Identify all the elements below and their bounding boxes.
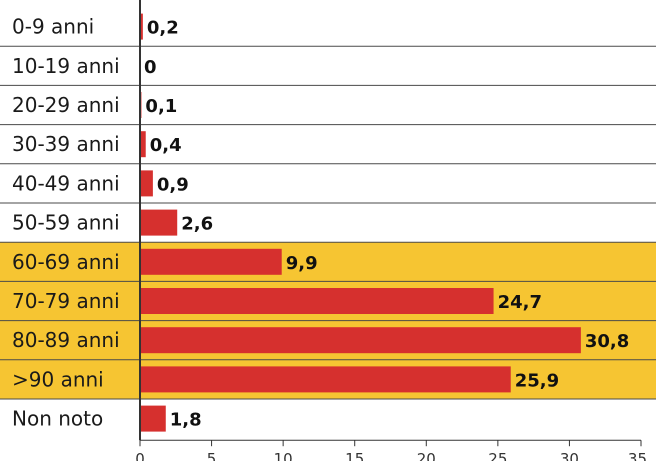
value-label-non-noto: 1,8 (170, 410, 202, 431)
x-tick-label-30: 30 (560, 450, 579, 461)
bar-50-59-anni (140, 209, 178, 236)
x-tick-label-35: 35 (628, 450, 647, 461)
bars (140, 13, 581, 432)
bar-40-49-anni (140, 170, 153, 197)
value-label-90-anni: 25,9 (515, 370, 559, 391)
bar-0-9-anni (140, 13, 143, 40)
x-tick-label-0: 0 (135, 450, 145, 461)
value-label-40-49-anni: 0,9 (157, 174, 189, 195)
x-tick-label-20: 20 (417, 450, 436, 461)
category-labels: 0-9 anni 10-19 anni 20-29 anni 30-39 anni 40… (12, 15, 120, 431)
value-label-0-9-anni: 0,2 (147, 18, 179, 39)
x-tick-label-25: 25 (488, 450, 507, 461)
category-label-90-anni: >90 anni (12, 367, 104, 391)
value-label-70-79-anni: 24,7 (498, 292, 542, 313)
value-labels: 0,2 0 0,1 0,4 0,9 2,6 9,9 24,7 30,8 25,9 1,8 (144, 18, 629, 431)
value-label-20-29-anni: 0,1 (145, 96, 177, 117)
value-label-50-59-anni: 2,6 (181, 214, 213, 235)
bar-70-79-anni (140, 288, 494, 314)
value-label-10-19-anni: 0 (144, 57, 157, 78)
category-label-0-9-anni: 0-9 anni (12, 15, 94, 39)
bar-90-anni (140, 366, 511, 393)
bar-30-39-anni (140, 131, 146, 158)
highlight-band-60-69-anni (0, 242, 656, 282)
bar-non-noto (140, 405, 166, 432)
x-tick-label-10: 10 (274, 450, 293, 461)
x-tick-label-15: 15 (345, 450, 364, 461)
value-label-80-89-anni: 30,8 (585, 331, 629, 352)
value-label-30-39-anni: 0,4 (150, 135, 182, 156)
category-label-50-59-anni: 50-59 anni (12, 211, 120, 235)
category-label-80-89-anni: 80-89 anni (12, 328, 120, 352)
category-label-70-79-anni: 70-79 anni (12, 289, 120, 313)
bar-80-89-anni (140, 327, 581, 354)
row-dividers (0, 45, 656, 400)
category-label-10-19-anni: 10-19 anni (12, 54, 120, 78)
x-tick-label-5: 5 (207, 450, 217, 461)
category-label-non-noto: Non noto (12, 407, 103, 431)
category-label-60-69-anni: 60-69 anni (12, 250, 120, 274)
category-label-40-49-anni: 40-49 anni (12, 171, 120, 195)
x-axis: 0 5 10 15 20 25 30 35 (135, 0, 647, 461)
category-label-20-29-anni: 20-29 anni (12, 93, 120, 117)
value-label-60-69-anni: 9,9 (286, 253, 318, 274)
bar-60-69-anni (140, 248, 282, 275)
category-label-30-39-anni: 30-39 anni (12, 132, 120, 156)
